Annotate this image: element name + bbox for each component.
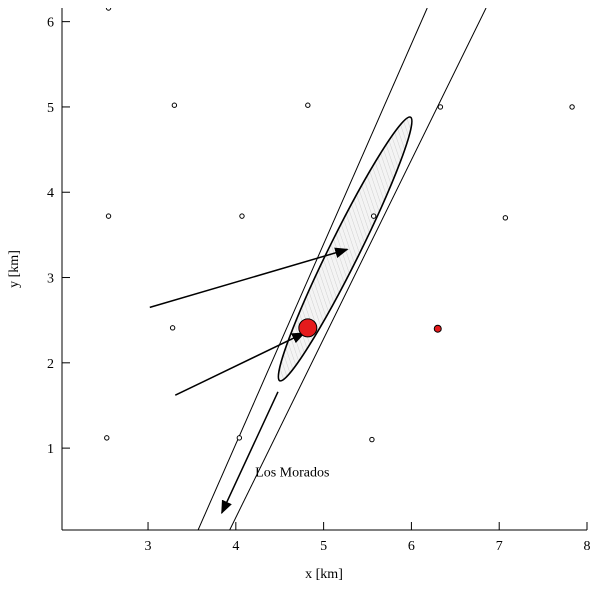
station-point (369, 436, 375, 443)
ellipse (277, 116, 413, 382)
station-point (433, 324, 442, 333)
x-tick-label: 4 (232, 539, 239, 554)
x-tick-label: 5 (320, 539, 327, 554)
y-tick-label: 2 (47, 357, 54, 372)
station-point (169, 325, 176, 331)
station-point (298, 318, 318, 338)
y-tick-label: 5 (47, 101, 54, 116)
station-point (569, 104, 575, 110)
x-tick-label: 8 (584, 539, 591, 554)
y-tick-label: 4 (47, 186, 54, 201)
fault-line (229, 8, 487, 530)
annotation: Los Morados (255, 465, 329, 480)
fault-line (197, 8, 428, 530)
x-tick-label: 3 (145, 539, 152, 554)
station-point (104, 435, 110, 441)
arrow (174, 332, 306, 396)
station-point (370, 213, 377, 219)
station-point (305, 102, 311, 108)
y-tick-label: 6 (47, 16, 54, 31)
plot-area: Los Morados (104, 8, 575, 530)
x-tick-label: 7 (496, 539, 503, 554)
x-tick-label: 6 (408, 539, 415, 554)
arrow (221, 391, 279, 515)
x-axis-label: x [km] (305, 567, 343, 582)
y-axis-label: y [km] (7, 250, 22, 288)
y-tick-label: 3 (47, 272, 54, 287)
station-point (239, 213, 245, 219)
station-point (502, 215, 509, 221)
arrow (149, 247, 349, 309)
y-tick-label: 1 (47, 442, 54, 457)
station-point (105, 8, 112, 11)
station-point (437, 104, 444, 110)
station-point (236, 435, 243, 441)
station-point (171, 102, 178, 108)
station-point (105, 213, 112, 219)
